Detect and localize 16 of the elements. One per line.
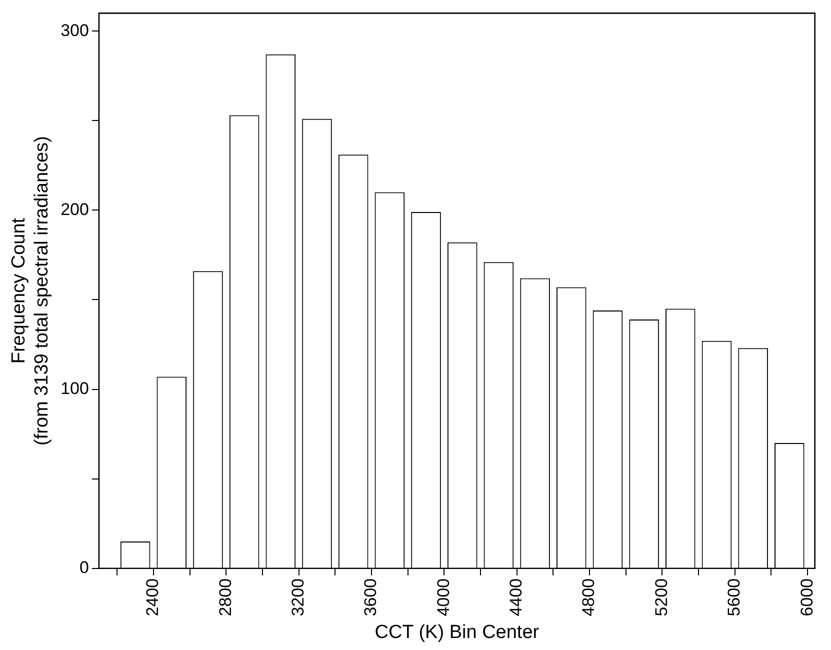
x-tick-label: 4400 — [506, 578, 526, 616]
x-tick-label: 6000 — [797, 578, 816, 616]
y-tick-label: 0 — [79, 558, 89, 578]
y-tick-label: 300 — [60, 20, 89, 40]
x-tick-label: 5200 — [652, 578, 671, 616]
x-tick-label: 2400 — [143, 578, 162, 616]
x-tick-label: 5600 — [724, 578, 744, 616]
x-tick-label: 4000 — [434, 578, 453, 616]
x-tick-label: 2800 — [216, 578, 235, 616]
y-axis-title: Frequency Count (from 3139 total spectral irradiances) — [8, 136, 52, 446]
x-tick-label: 3200 — [288, 578, 308, 616]
x-axis-title: CCT (K) Bin Center — [374, 622, 540, 643]
y-tick-label: 200 — [60, 200, 89, 219]
x-tick-label: 4800 — [579, 578, 598, 616]
y-tick-label: 100 — [60, 378, 89, 398]
x-tick-label: 3600 — [361, 578, 380, 616]
